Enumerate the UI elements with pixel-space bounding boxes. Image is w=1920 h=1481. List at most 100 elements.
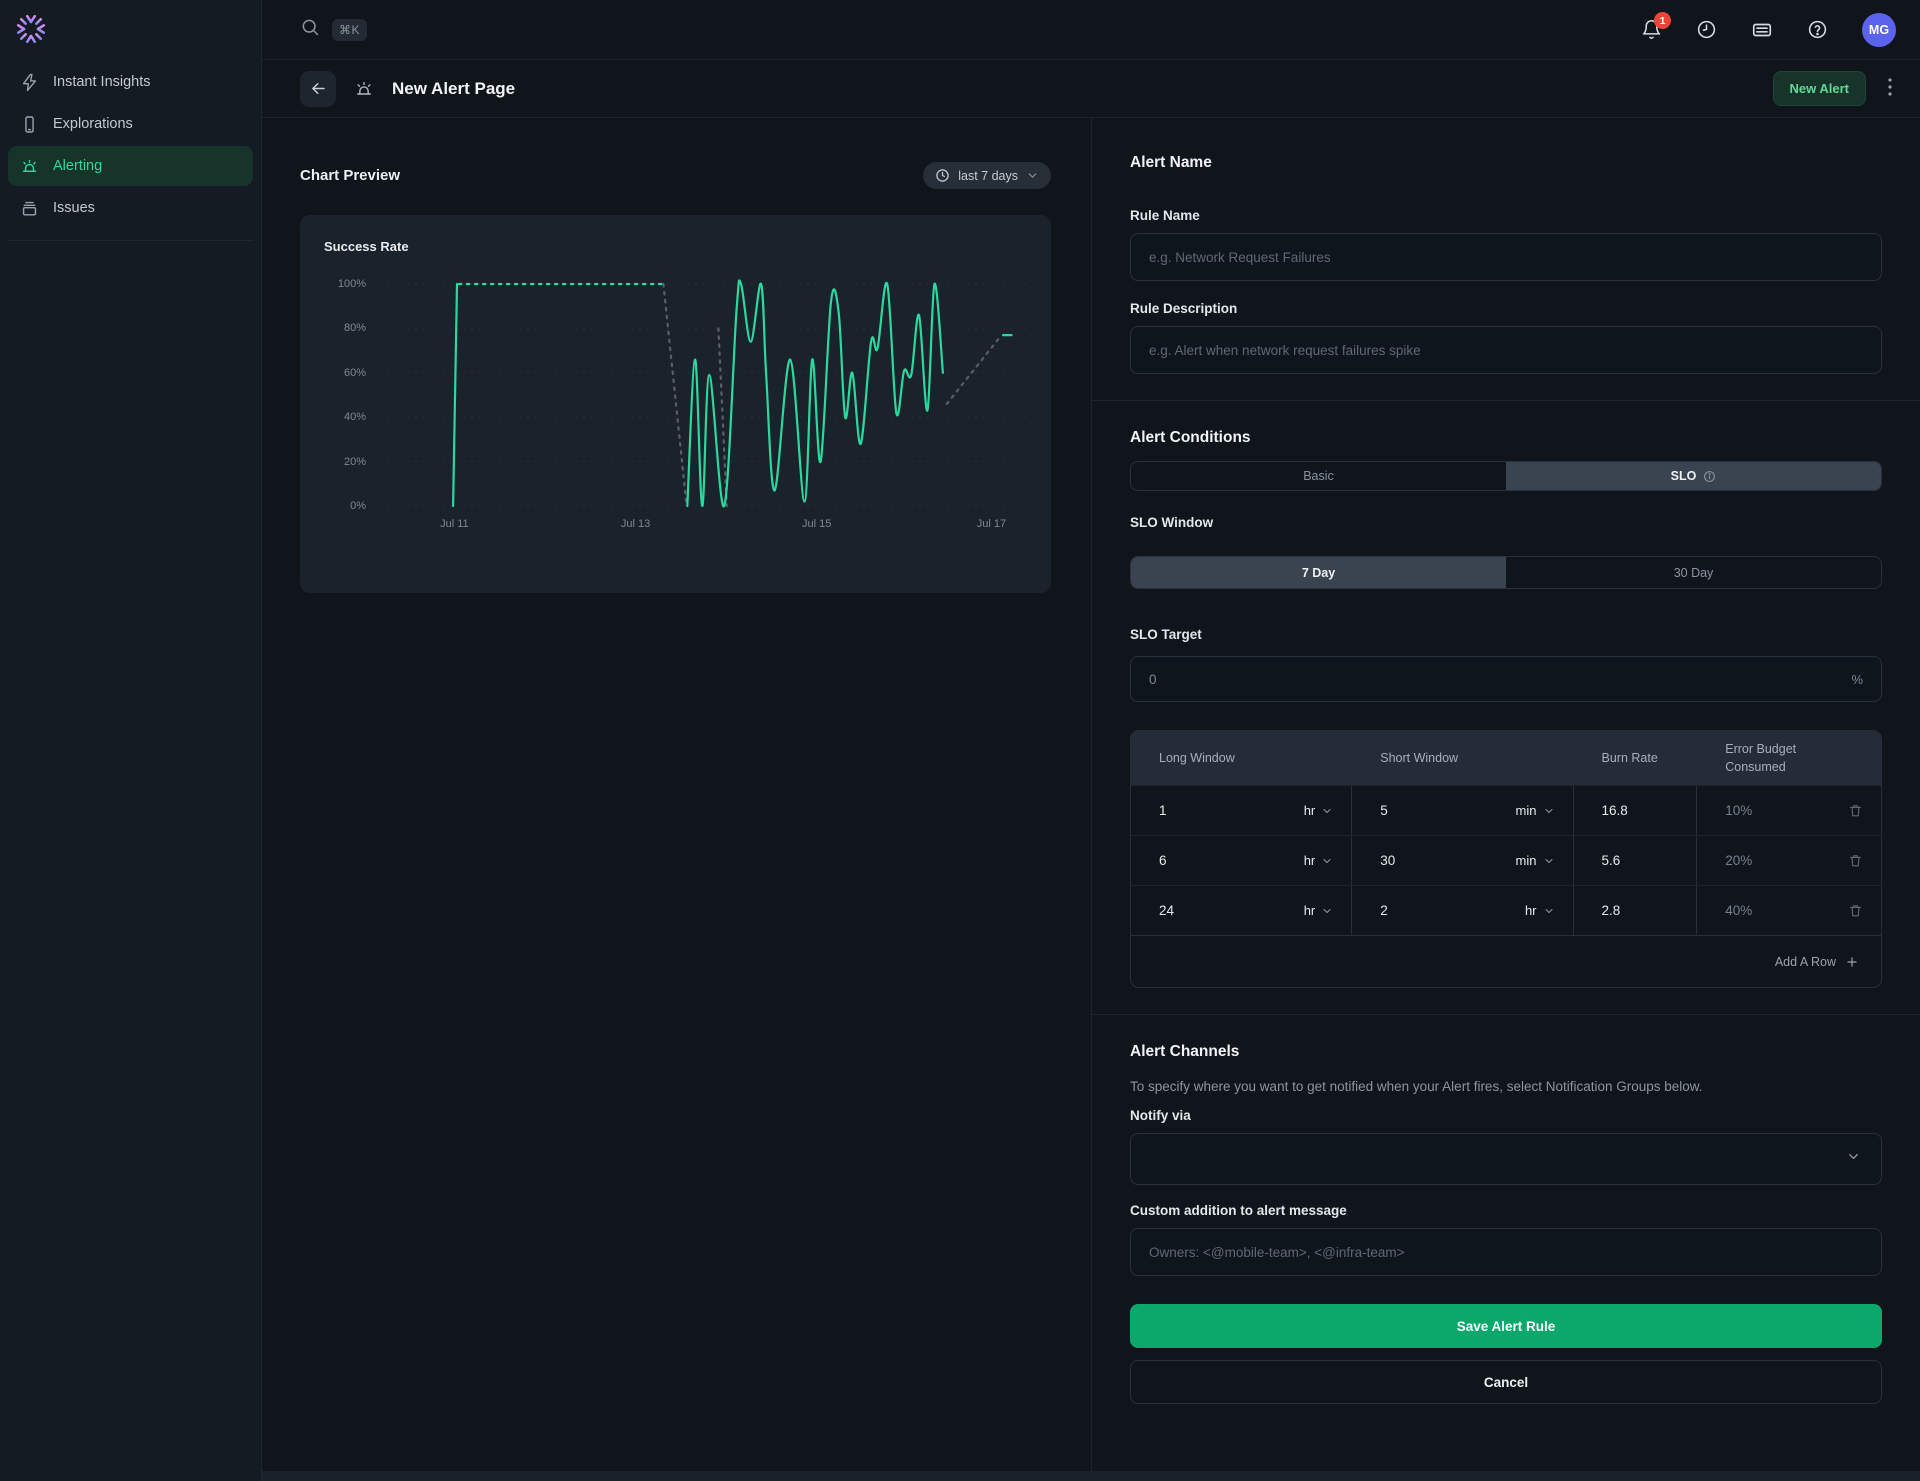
column-header-error-budget: Error Budget Consumed: [1697, 732, 1847, 784]
notify-via-label: Notify via: [1130, 1108, 1882, 1123]
app-logo[interactable]: [0, 0, 261, 56]
burn-rate-value[interactable]: 5.6: [1602, 853, 1621, 868]
chart-plot-area[interactable]: [380, 284, 1027, 506]
unit-label: hr: [1304, 853, 1316, 868]
slo-target-input[interactable]: [1149, 672, 1851, 687]
condition-tab-basic[interactable]: Basic: [1131, 462, 1506, 490]
burn-rate-value[interactable]: 16.8: [1602, 803, 1628, 818]
trash-icon: [1848, 803, 1863, 818]
long-window-value[interactable]: 1: [1159, 803, 1167, 818]
starburst-logo-icon: [14, 12, 48, 46]
long-window-value[interactable]: 24: [1159, 903, 1174, 918]
plus-icon: [1845, 955, 1859, 969]
slo-window-tab-30day[interactable]: 30 Day: [1506, 557, 1881, 588]
delete-row-button[interactable]: [1848, 803, 1863, 818]
time-range-selector[interactable]: last 7 days: [923, 162, 1051, 189]
chevron-down-icon: [1321, 805, 1333, 817]
chevron-down-icon: [1846, 1149, 1861, 1169]
short-window-value[interactable]: 5: [1380, 803, 1388, 818]
custom-addition-label: Custom addition to alert message: [1130, 1203, 1882, 1218]
table-row: 24 hr 2 hr: [1131, 885, 1881, 935]
long-window-value[interactable]: 6: [1159, 853, 1167, 868]
y-axis: 0%20%40%60%80%100%: [324, 284, 380, 536]
success-rate-chart-card: Success Rate 0%20%40%60%80%100% Jul 11Ju…: [300, 215, 1051, 593]
error-budget-value: 10%: [1725, 803, 1752, 818]
new-alert-button[interactable]: New Alert: [1773, 71, 1866, 106]
help-button[interactable]: [1807, 19, 1828, 40]
alert-form-panel: Alert Name Rule Name Rule Description Al…: [1092, 118, 1920, 1471]
long-window-unit-select[interactable]: hr: [1304, 853, 1334, 868]
delete-row-button[interactable]: [1848, 903, 1863, 918]
chevron-down-icon: [1543, 905, 1555, 917]
chart-series-projection-drop-1: [663, 284, 686, 506]
short-window-unit-select[interactable]: hr: [1525, 903, 1555, 918]
unit-label: min: [1516, 853, 1537, 868]
chart-series-success-rate-initial-spike: [453, 284, 457, 506]
mobile-device-icon: [20, 115, 39, 134]
chart-series-projection-rise: [947, 337, 1000, 404]
back-button[interactable]: [300, 71, 336, 107]
sidebar-item-label: Explorations: [53, 116, 133, 132]
notifications-button[interactable]: 1: [1641, 19, 1662, 40]
sidebar-divider: [8, 240, 253, 241]
column-header-burn-rate: Burn Rate: [1574, 741, 1698, 775]
condition-tab-slo[interactable]: SLO: [1506, 462, 1881, 490]
save-alert-rule-button[interactable]: Save Alert Rule: [1130, 1304, 1882, 1348]
short-window-unit-select[interactable]: min: [1516, 803, 1555, 818]
app-root: Instant Insights Explorations Alerting I…: [0, 0, 1920, 1481]
slo-window-toggle: 7 Day 30 Day: [1130, 556, 1882, 589]
x-axis-tick: Jul 15: [802, 518, 831, 530]
slo-window-tab-7day[interactable]: 7 Day: [1131, 557, 1506, 588]
main-column: ⌘K 1 MG: [262, 0, 1920, 1481]
slo-target-field: %: [1130, 656, 1882, 702]
percent-suffix: %: [1851, 672, 1863, 687]
sidebar-item-explorations[interactable]: Explorations: [8, 104, 253, 144]
horizontal-scrollbar-track[interactable]: [262, 1471, 1920, 1481]
time-range-label: last 7 days: [958, 169, 1018, 183]
shortcuts-button[interactable]: [1751, 19, 1773, 41]
short-window-value[interactable]: 2: [1380, 903, 1388, 918]
notify-via-select[interactable]: [1130, 1133, 1882, 1185]
chart-title: Success Rate: [324, 239, 1027, 254]
rule-name-input[interactable]: [1130, 233, 1882, 281]
burn-rate-table: Long Window Short Window Burn Rate Error…: [1130, 730, 1882, 988]
archive-box-icon: [20, 199, 39, 218]
sidebar-nav: Instant Insights Explorations Alerting I…: [0, 56, 261, 247]
sidebar-item-alerting[interactable]: Alerting: [8, 146, 253, 186]
alert-channels-section: Alert Channels To specify where you want…: [1092, 1015, 1920, 1404]
short-window-unit-select[interactable]: min: [1516, 853, 1555, 868]
cancel-button[interactable]: Cancel: [1130, 1360, 1882, 1404]
slo-window-label: SLO Window: [1130, 515, 1882, 530]
delete-row-button[interactable]: [1848, 853, 1863, 868]
rule-description-input[interactable]: [1130, 326, 1882, 374]
alert-channels-heading: Alert Channels: [1130, 1043, 1882, 1061]
slo-target-label: SLO Target: [1130, 627, 1882, 642]
x-axis-tick: Jul 17: [977, 518, 1006, 530]
kebab-menu-icon[interactable]: [1888, 78, 1892, 100]
sidebar-item-instant-insights[interactable]: Instant Insights: [8, 62, 253, 102]
burn-rate-value[interactable]: 2.8: [1602, 903, 1621, 918]
chevron-down-icon: [1543, 855, 1555, 867]
search-shortcut-badge: ⌘K: [332, 19, 367, 41]
short-window-value[interactable]: 30: [1380, 853, 1395, 868]
recent-activity-button[interactable]: [1696, 19, 1717, 40]
sidebar-item-issues[interactable]: Issues: [8, 188, 253, 228]
rule-name-label: Rule Name: [1130, 208, 1882, 223]
custom-addition-input[interactable]: [1130, 1228, 1882, 1276]
y-axis-tick: 60%: [344, 367, 366, 379]
error-budget-value: 40%: [1725, 903, 1752, 918]
long-window-unit-select[interactable]: hr: [1304, 903, 1334, 918]
page-header: New Alert Page New Alert: [262, 60, 1920, 118]
condition-tab-slo-label: SLO: [1671, 469, 1697, 483]
global-search[interactable]: ⌘K: [300, 17, 367, 42]
topbar: ⌘K 1 MG: [262, 0, 1920, 60]
sidebar-item-label: Alerting: [53, 158, 102, 174]
table-header-row: Long Window Short Window Burn Rate Error…: [1131, 731, 1881, 785]
add-row-button[interactable]: Add A Row: [1131, 935, 1881, 987]
success-rate-line-chart: [380, 284, 1027, 506]
user-avatar[interactable]: MG: [1862, 13, 1896, 47]
long-window-unit-select[interactable]: hr: [1304, 803, 1334, 818]
arrow-left-icon: [309, 79, 328, 98]
alert-conditions-heading: Alert Conditions: [1130, 429, 1882, 447]
y-axis-tick: 80%: [344, 322, 366, 334]
